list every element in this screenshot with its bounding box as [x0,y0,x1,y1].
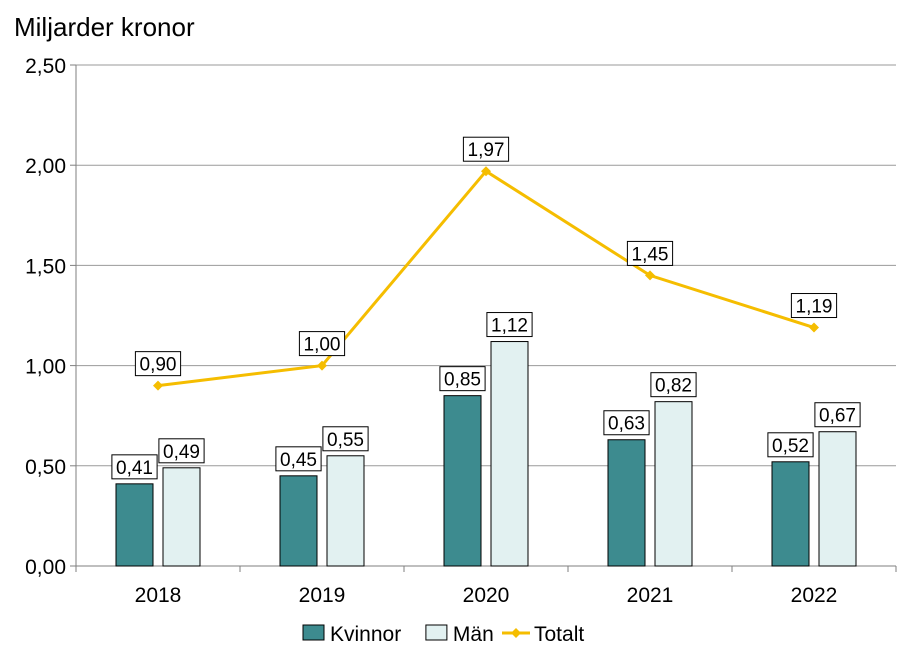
data-label-box [650,372,697,398]
y-tick-label: 1,50 [25,255,66,278]
bar-kvinnor [607,439,646,567]
legend-swatch [425,624,448,641]
legend-label: Män [453,623,494,646]
y-tick-label: 1,00 [25,356,66,379]
data-label-box [767,432,814,458]
data-label-box [134,351,182,377]
x-tick-label: 2018 [135,584,182,607]
bar-kvinnor [115,483,154,567]
y-tick-label: 2,50 [25,55,66,78]
data-label-box [626,240,674,266]
data-label-box [486,312,533,338]
bar-kvinnor [771,461,810,567]
data-label: 0,90 [140,355,177,376]
bar-män [162,467,201,567]
data-label: 0,49 [163,442,200,463]
data-label-box [111,454,158,480]
data-label: 0,55 [327,430,364,451]
data-label-box [790,293,838,319]
point-totalt [481,166,491,177]
x-tick-label: 2021 [627,584,674,607]
data-label-box [439,366,486,392]
data-label-box [275,446,322,472]
y-tick-label: 0,00 [25,556,66,579]
data-label: 1,12 [491,316,528,337]
x-tick-label: 2022 [791,584,838,607]
x-tick-label: 2019 [299,584,346,607]
y-axis-unit-label: Miljarder kronor [14,12,195,42]
y-tick-label: 2,00 [25,155,66,178]
y-tick-label: 0,50 [25,456,66,479]
bar-kvinnor [443,395,482,567]
data-label-box [814,402,861,428]
data-label: 1,45 [632,244,669,265]
data-label: 1,97 [468,140,505,161]
bar-män [490,341,529,567]
x-tick-label: 2020 [463,584,510,607]
data-label: 0,82 [655,376,692,397]
data-label: 0,45 [280,450,317,471]
bar-män [654,401,693,567]
data-label: 0,63 [608,414,645,435]
legend-label: Kvinnor [330,623,401,646]
legend-marker [511,628,521,638]
point-totalt [317,360,327,371]
data-label-box [462,136,510,162]
data-label: 1,00 [304,335,341,356]
bar-män [326,455,365,567]
data-label: 0,67 [819,406,856,427]
legend-label: Totalt [534,623,584,646]
data-label-box [158,438,205,464]
data-label: 0,41 [116,458,153,479]
point-totalt [153,380,163,391]
point-totalt [809,322,819,333]
legend-swatch [302,624,325,641]
data-label: 0,85 [444,370,481,391]
data-label-box [322,426,369,452]
point-totalt [645,270,655,281]
data-label: 0,52 [772,436,809,457]
data-label-box [298,331,346,357]
data-label: 1,19 [796,297,833,318]
bar-män [818,431,857,567]
series-line-totalt [157,169,815,388]
bar-kvinnor [279,475,318,567]
data-label-box [603,410,650,436]
